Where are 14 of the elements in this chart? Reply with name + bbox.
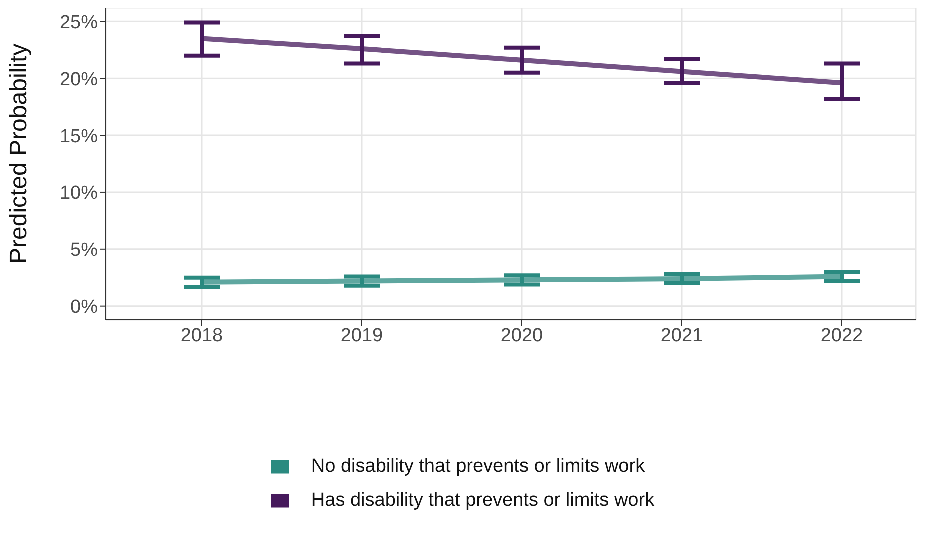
y-tick-label: 0%: [70, 297, 98, 318]
y-axis-title: Predicted Probability: [6, 44, 33, 264]
y-tick-label: 20%: [60, 69, 98, 90]
y-tick-label: 15%: [60, 126, 98, 148]
legend-label: Has disability that prevents or limits work: [311, 490, 655, 511]
x-tick-label: 2021: [660, 325, 704, 346]
y-tick-label: 25%: [60, 12, 98, 34]
x-tick-label: 2022: [820, 325, 864, 346]
x-tick-label: 2019: [340, 325, 384, 346]
x-tick-label: 2020: [500, 325, 544, 346]
y-tick-label: 5%: [70, 240, 98, 262]
y-tick-label: 10%: [60, 183, 98, 204]
x-tick-label: 2018: [180, 325, 224, 346]
legend-label: No disability that prevents or limits work: [311, 456, 646, 477]
